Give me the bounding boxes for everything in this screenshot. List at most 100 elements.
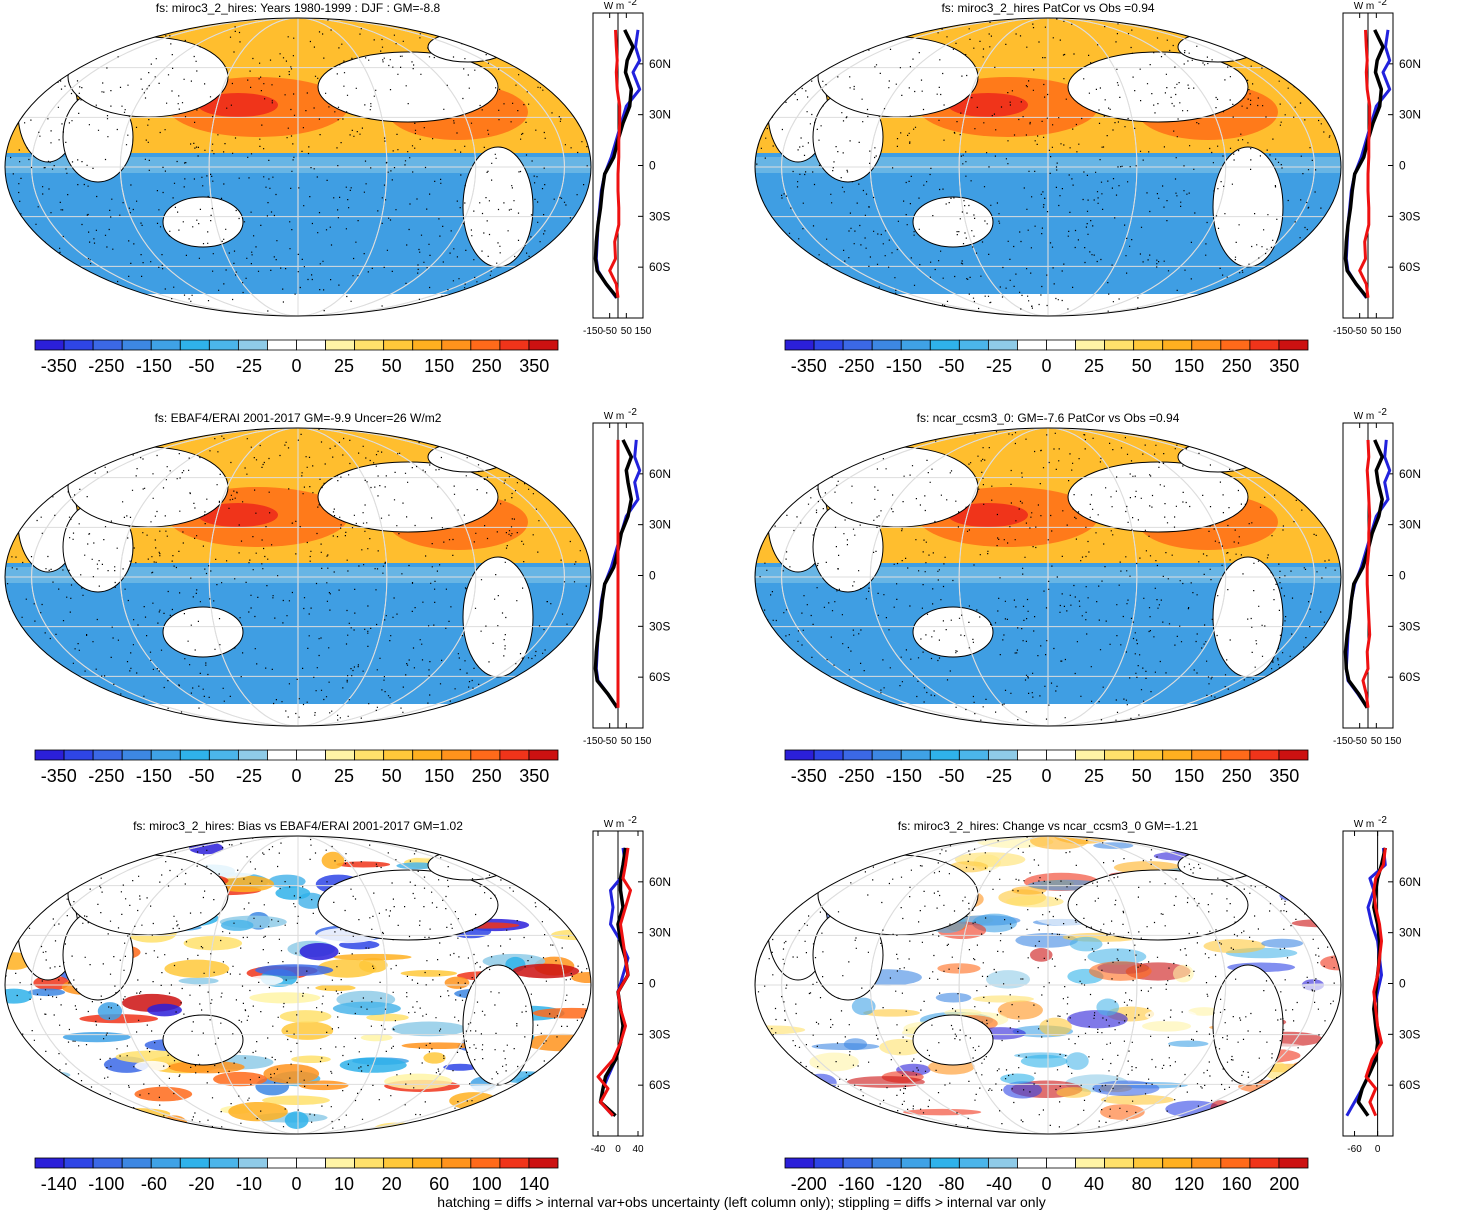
colorbar-swatch	[208, 339, 239, 351]
profile-xtick-label: -50	[602, 736, 617, 747]
profile-unit-sup: -2	[1378, 0, 1387, 8]
colorbar-label: 350	[1269, 356, 1299, 376]
colorbar-label: 0	[1041, 356, 1051, 376]
colorbar-label: -350	[791, 766, 827, 786]
colorbar-swatch	[784, 749, 815, 761]
colorbar: -350 -250 -150 -50 -25 0 25 50 150 250 350	[784, 749, 1309, 786]
profile-xtick-label: 50	[621, 736, 633, 747]
colorbar-swatch	[1249, 339, 1280, 351]
colorbar-label: -150	[136, 356, 172, 376]
colorbar-label: -250	[838, 356, 874, 376]
colorbar-swatch	[958, 339, 989, 351]
colorbar-swatch	[1220, 749, 1251, 761]
zonal-profile: W m -2 -150 -50 50 150 60N 30N 0 30S 60S	[583, 407, 671, 747]
profile-line-diff	[596, 847, 632, 1117]
colorbar-swatch	[987, 1157, 1018, 1169]
colorbar-swatch	[63, 749, 94, 761]
colorbar-label: 150	[1174, 766, 1204, 786]
colorbar-swatch	[1017, 339, 1047, 351]
colorbar-swatch	[441, 339, 472, 351]
colorbar-swatch	[296, 1157, 326, 1169]
colorbar-label: 250	[472, 356, 502, 376]
map-field	[5, 428, 591, 726]
profile-xtick-label: 50	[1371, 326, 1383, 337]
colorbar-label: 200	[1269, 1174, 1299, 1194]
colorbar-label: 160	[1222, 1174, 1252, 1194]
colorbar-swatch	[1075, 749, 1106, 761]
colorbar-swatch	[528, 1157, 559, 1169]
map-outline	[4, 835, 592, 1135]
colorbar-label: -250	[88, 356, 124, 376]
map-outline	[4, 427, 592, 727]
colorbar-label: -50	[188, 766, 214, 786]
colorbar-label: -250	[88, 766, 124, 786]
colorbar-label: 60	[429, 1174, 449, 1194]
colorbar-swatch	[296, 339, 326, 351]
colorbar-label: 50	[382, 356, 402, 376]
colorbar-label: 50	[1132, 766, 1152, 786]
colorbar-swatch	[208, 1157, 239, 1169]
panel-title: fs: miroc3_2_hires: Bias vs EBAF4/ERAI 2…	[133, 819, 463, 833]
colorbar-swatch	[871, 339, 902, 351]
colorbar-swatch	[958, 749, 989, 761]
colorbar-swatch	[121, 1157, 152, 1169]
profile-unit-sup: -2	[628, 0, 637, 8]
profile-lat-label: 30S	[1399, 619, 1420, 633]
colorbar-label: -50	[938, 766, 964, 786]
colorbar-swatch	[784, 339, 815, 351]
profile-xtick-label: -150	[1333, 326, 1353, 337]
colorbar-swatch	[842, 1157, 873, 1169]
profile-lat-label: 0	[649, 977, 656, 991]
colorbar-swatch	[92, 749, 123, 761]
colorbar-swatch	[1220, 1157, 1251, 1169]
colorbar-swatch	[813, 339, 844, 351]
colorbar-swatch	[842, 339, 873, 351]
panel-title: fs: miroc3_2_hires: Change vs ncar_ccsm3…	[898, 819, 1199, 833]
map-field	[755, 18, 1341, 316]
colorbar-label: 0	[291, 766, 301, 786]
colorbar: -200 -160 -120 -80 -40 0 40 80 120 160 200	[784, 1157, 1309, 1194]
panel-title: fs: miroc3_2_hires: Years 1980-1999 : DJ…	[156, 1, 441, 15]
colorbar-label: -80	[938, 1174, 964, 1194]
zonal-profile: W m -2 -150 -50 50 150 60N 30N 0 30S 60S	[1333, 0, 1421, 337]
colorbar-swatch	[441, 749, 472, 761]
colorbar-swatch	[121, 749, 152, 761]
profile-lat-label: 0	[649, 159, 656, 173]
colorbar-swatch	[63, 1157, 94, 1169]
colorbar-label: -350	[41, 356, 77, 376]
colorbar-swatch	[813, 749, 844, 761]
colorbar-label: 250	[1222, 356, 1252, 376]
colorbar-swatch	[325, 749, 356, 761]
colorbar-swatch	[441, 1157, 472, 1169]
map-outline	[754, 835, 1342, 1135]
colorbar-swatch	[1046, 1157, 1076, 1169]
profile-xtick-label: -50	[1352, 736, 1367, 747]
colorbar-swatch	[1133, 749, 1164, 761]
colorbar-swatch	[412, 1157, 443, 1169]
profile-line-model	[593, 439, 634, 709]
panel-title: fs: miroc3_2_hires PatCor vs Obs =0.94	[941, 1, 1154, 15]
colorbar-swatch	[34, 339, 65, 351]
colorbar-swatch	[92, 339, 123, 351]
profile-lat-label: 30N	[649, 926, 671, 940]
profile-lat-label: 0	[1399, 977, 1406, 991]
colorbar-swatch	[1191, 749, 1222, 761]
colorbar-label: 40	[1084, 1174, 1104, 1194]
colorbar-swatch	[929, 749, 960, 761]
profile-lat-label: 60N	[649, 57, 671, 71]
profile-lat-label: 30S	[649, 619, 670, 633]
profile-unit-sup: -2	[628, 407, 637, 418]
colorbar-label: -25	[236, 766, 262, 786]
map-outline	[754, 427, 1342, 727]
colorbar-swatch	[871, 749, 902, 761]
profile-unit-sup: -2	[1378, 815, 1387, 826]
colorbar-swatch	[179, 339, 210, 351]
colorbar-swatch	[354, 749, 385, 761]
profile-lat-label: 60S	[649, 1078, 670, 1092]
colorbar-swatch	[1104, 749, 1135, 761]
profile-lat-label: 60S	[1399, 260, 1420, 274]
profile-line-model	[593, 29, 635, 299]
panel-title: fs: EBAF4/ERAI 2001-2017 GM=-9.9 Uncer=2…	[155, 411, 442, 425]
colorbar-label: 25	[334, 356, 354, 376]
colorbar-label: -40	[986, 1174, 1012, 1194]
